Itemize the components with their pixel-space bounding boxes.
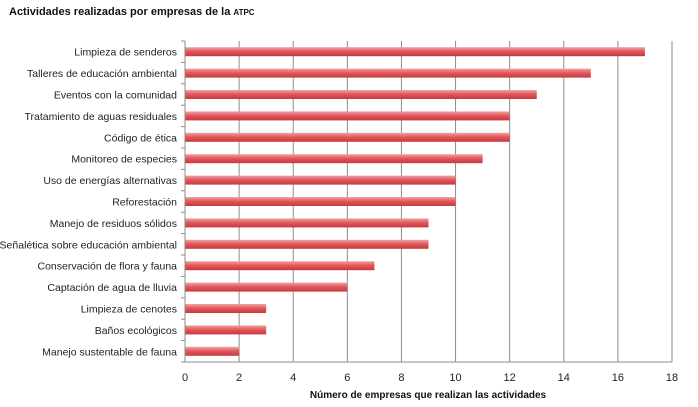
bar — [185, 282, 348, 292]
chart-title-suffix: ATPC — [233, 8, 255, 17]
y-tick-label: Uso de energías alternativas — [43, 175, 177, 187]
y-tick-label: Manejo de residuos sólidos — [50, 218, 177, 230]
x-tick-label: 6 — [344, 372, 350, 384]
chart-title-text: Actividades realizadas por empresas de l… — [9, 6, 231, 18]
x-tick-label: 18 — [666, 372, 678, 384]
bar — [185, 154, 483, 164]
bar — [185, 132, 510, 142]
y-tick-label: Conservación de flora y fauna — [38, 261, 178, 273]
y-tick-label: Código de ética — [104, 132, 177, 144]
x-tick-label: 4 — [290, 372, 296, 384]
x-tick-label: 0 — [182, 372, 188, 384]
bar — [185, 47, 645, 57]
x-tick-label: 2 — [236, 372, 242, 384]
bar — [185, 90, 537, 99]
bar — [185, 218, 429, 228]
y-tick-label: Talleres de educación ambiental — [27, 68, 177, 80]
y-tick-label: Reforestación — [112, 197, 177, 209]
bar — [185, 304, 267, 313]
bar — [185, 175, 456, 185]
x-tick-label: 10 — [449, 372, 461, 384]
bar — [185, 111, 510, 121]
x-tick-label: 14 — [558, 372, 570, 384]
y-tick-label: Baños ecológicos — [95, 325, 177, 337]
x-tick-label: 8 — [398, 372, 404, 384]
bar — [185, 239, 429, 249]
y-tick-label: Captación de agua de lluvia — [47, 282, 177, 294]
bar — [185, 197, 456, 206]
chart-title: Actividades realizadas por empresas de l… — [9, 6, 255, 18]
y-tick-label: Tratamiento de aguas residuales — [24, 111, 177, 123]
y-tick-label: Señalética sobre educación ambiental — [0, 239, 177, 251]
x-tick-label: 12 — [504, 372, 516, 384]
y-tick-label: Eventos con la comunidad — [54, 90, 177, 102]
bar — [185, 68, 591, 78]
bar — [185, 261, 375, 271]
y-tick-label: Manejo sustentable de fauna — [42, 346, 177, 358]
y-tick-label: Limpieza de cenotes — [81, 304, 177, 316]
bar — [185, 325, 267, 335]
bar — [185, 346, 240, 356]
x-axis-label: Número de empresas que realizan las acti… — [310, 390, 547, 401]
x-tick-label: 16 — [612, 372, 624, 384]
y-tick-label: Limpieza de senderos — [74, 47, 177, 59]
y-tick-label: Monitoreo de especies — [71, 154, 177, 166]
